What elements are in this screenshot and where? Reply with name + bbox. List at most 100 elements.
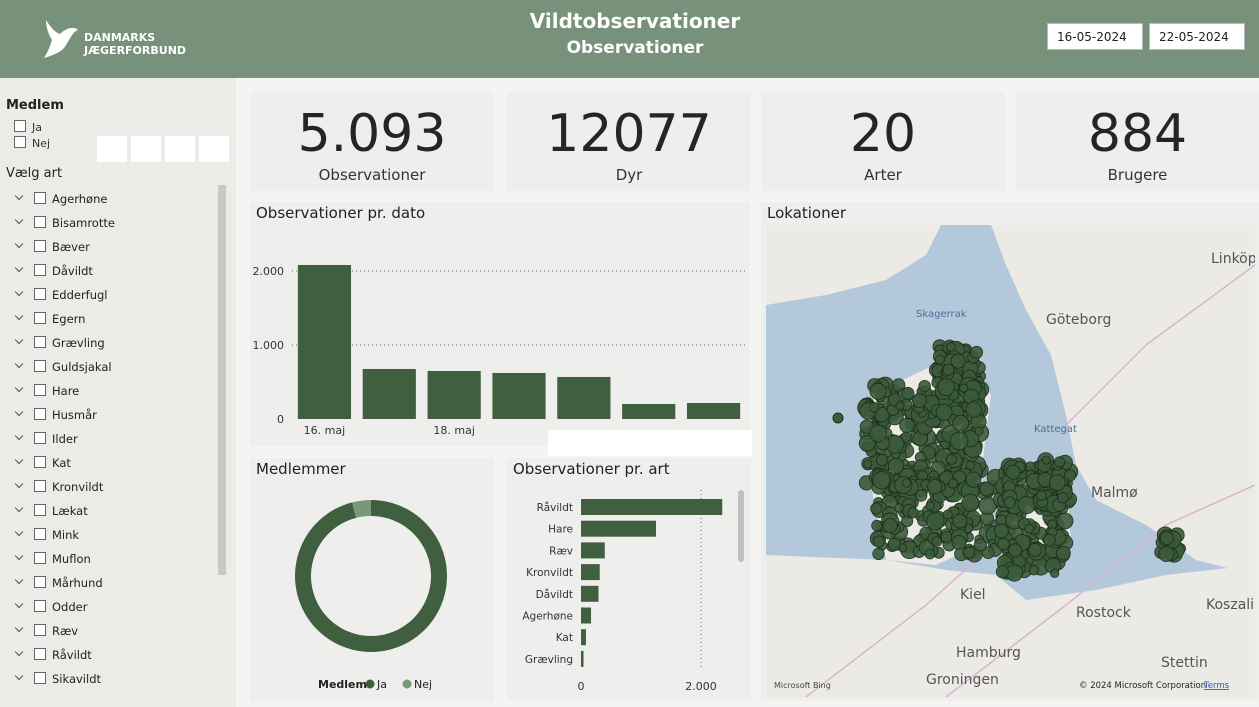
location-dot bbox=[996, 537, 1010, 551]
chevron[interactable] bbox=[14, 551, 24, 561]
species-option[interactable]: Agerhøne bbox=[34, 192, 107, 206]
place-label: Hamburg bbox=[956, 645, 1021, 661]
location-dot bbox=[951, 534, 967, 550]
land bbox=[991, 225, 1255, 575]
chevron[interactable] bbox=[14, 335, 24, 345]
species-option[interactable]: Hare bbox=[34, 384, 79, 398]
species-option[interactable]: Muflon bbox=[34, 552, 91, 566]
chevron[interactable] bbox=[14, 599, 24, 609]
species-option[interactable]: Ræv bbox=[34, 624, 78, 638]
more-icon[interactable] bbox=[199, 136, 229, 162]
scrollbar[interactable] bbox=[218, 185, 226, 575]
kpi-card: 20 Arter bbox=[761, 92, 1005, 191]
species-option[interactable]: Mårhund bbox=[34, 576, 103, 590]
place-label: Stettin bbox=[1161, 655, 1208, 671]
location-dot bbox=[949, 431, 969, 451]
species-option[interactable]: Mink bbox=[34, 528, 79, 542]
location-dot bbox=[912, 393, 928, 409]
logo-line: DANMARKS bbox=[84, 31, 156, 44]
chevron[interactable] bbox=[14, 215, 24, 225]
bell-icon[interactable] bbox=[97, 136, 127, 162]
chevron[interactable] bbox=[14, 239, 24, 249]
location-dot bbox=[927, 478, 943, 495]
bar bbox=[581, 542, 605, 559]
location-dot bbox=[1028, 564, 1040, 576]
species-option[interactable]: Lækat bbox=[34, 504, 88, 518]
map-terms[interactable]: Terms bbox=[1203, 681, 1230, 691]
place-label: Kiel bbox=[960, 587, 986, 603]
filter-title: Vælg art bbox=[6, 166, 63, 181]
chevron[interactable] bbox=[14, 527, 24, 537]
species-option[interactable]: Odder bbox=[34, 600, 87, 614]
location-dot bbox=[995, 565, 1010, 579]
species-option[interactable]: Egern bbox=[34, 312, 85, 326]
date-to[interactable]: 22-05-2024 bbox=[1149, 23, 1245, 50]
x-tick-label: 18. maj bbox=[433, 424, 475, 437]
chevron[interactable] bbox=[14, 407, 24, 417]
chevron[interactable] bbox=[14, 383, 24, 393]
kpi-card: 12077 Dyr bbox=[507, 92, 751, 191]
chevron[interactable] bbox=[14, 479, 24, 489]
filter-title: Medlem bbox=[6, 98, 64, 113]
bar bbox=[427, 370, 481, 419]
chevron[interactable] bbox=[14, 623, 24, 633]
bar bbox=[686, 403, 741, 419]
species-option[interactable]: Edderfugl bbox=[34, 288, 108, 302]
chevron[interactable] bbox=[14, 287, 24, 297]
chevron[interactable] bbox=[14, 503, 24, 513]
kpi-card: 5.093 Observationer bbox=[250, 92, 494, 191]
location-dot bbox=[946, 342, 956, 352]
location-dot bbox=[926, 511, 945, 531]
kpi-value: 5.093 bbox=[297, 104, 447, 164]
location-dot bbox=[934, 354, 946, 365]
y-tick-label: 0 bbox=[277, 413, 284, 426]
chevron[interactable] bbox=[14, 191, 24, 201]
species-option[interactable]: Husmår bbox=[34, 408, 97, 422]
chevron[interactable] bbox=[14, 647, 24, 657]
legend-marker bbox=[365, 679, 375, 689]
chevron[interactable] bbox=[14, 263, 24, 273]
kpi-label: Arter bbox=[864, 166, 902, 184]
location-dot bbox=[1048, 474, 1066, 492]
y-tick-label: Kronvildt bbox=[526, 567, 573, 579]
y-tick-label: Agerhøne bbox=[522, 611, 573, 623]
expand-icon[interactable] bbox=[165, 136, 195, 162]
filter-option[interactable]: Nej bbox=[14, 136, 50, 150]
place-label: Rostock bbox=[1076, 605, 1132, 621]
chevron[interactable] bbox=[14, 671, 24, 681]
chevron[interactable] bbox=[14, 359, 24, 369]
visual-toolbar[interactable] bbox=[548, 430, 752, 456]
filter-icon[interactable] bbox=[131, 136, 161, 162]
location-dot bbox=[1041, 455, 1051, 465]
species-option[interactable]: Kat bbox=[34, 456, 71, 470]
location-dot bbox=[899, 417, 915, 434]
location-dot bbox=[961, 493, 980, 512]
chevron[interactable] bbox=[14, 431, 24, 441]
species-option[interactable]: Guldsjakal bbox=[34, 360, 112, 374]
chevron[interactable] bbox=[14, 455, 24, 465]
y-tick-label: Kat bbox=[556, 632, 573, 644]
location-dot bbox=[1158, 545, 1175, 563]
filter-option[interactable]: Ja bbox=[14, 120, 42, 134]
species-option[interactable]: Dåvildt bbox=[34, 264, 93, 278]
location-dot bbox=[942, 509, 953, 520]
sidebar: Medlem Ja Nej Vælg art Agerhøne Bisamrott… bbox=[0, 78, 236, 707]
species-option[interactable]: Bæver bbox=[34, 240, 90, 254]
location-dot bbox=[901, 386, 915, 401]
location-dot bbox=[937, 378, 956, 397]
chevron[interactable] bbox=[14, 311, 24, 321]
legend-label: Ja bbox=[376, 678, 387, 691]
date-from[interactable]: 16-05-2024 bbox=[1047, 23, 1143, 50]
location-dot bbox=[1057, 492, 1069, 504]
species-option[interactable]: Kronvildt bbox=[34, 480, 103, 494]
chevron[interactable] bbox=[14, 575, 24, 585]
location-dot bbox=[924, 548, 936, 560]
location-dot bbox=[979, 481, 995, 497]
species-option[interactable]: Grævling bbox=[34, 336, 105, 350]
species-option[interactable]: Bisamrotte bbox=[34, 216, 115, 230]
location-dot bbox=[914, 489, 928, 502]
y-tick-label: Grævling bbox=[525, 654, 573, 666]
species-option[interactable]: Sikavildt bbox=[34, 672, 101, 686]
species-option[interactable]: Ilder bbox=[34, 432, 78, 446]
species-option[interactable]: Råvildt bbox=[34, 648, 92, 662]
